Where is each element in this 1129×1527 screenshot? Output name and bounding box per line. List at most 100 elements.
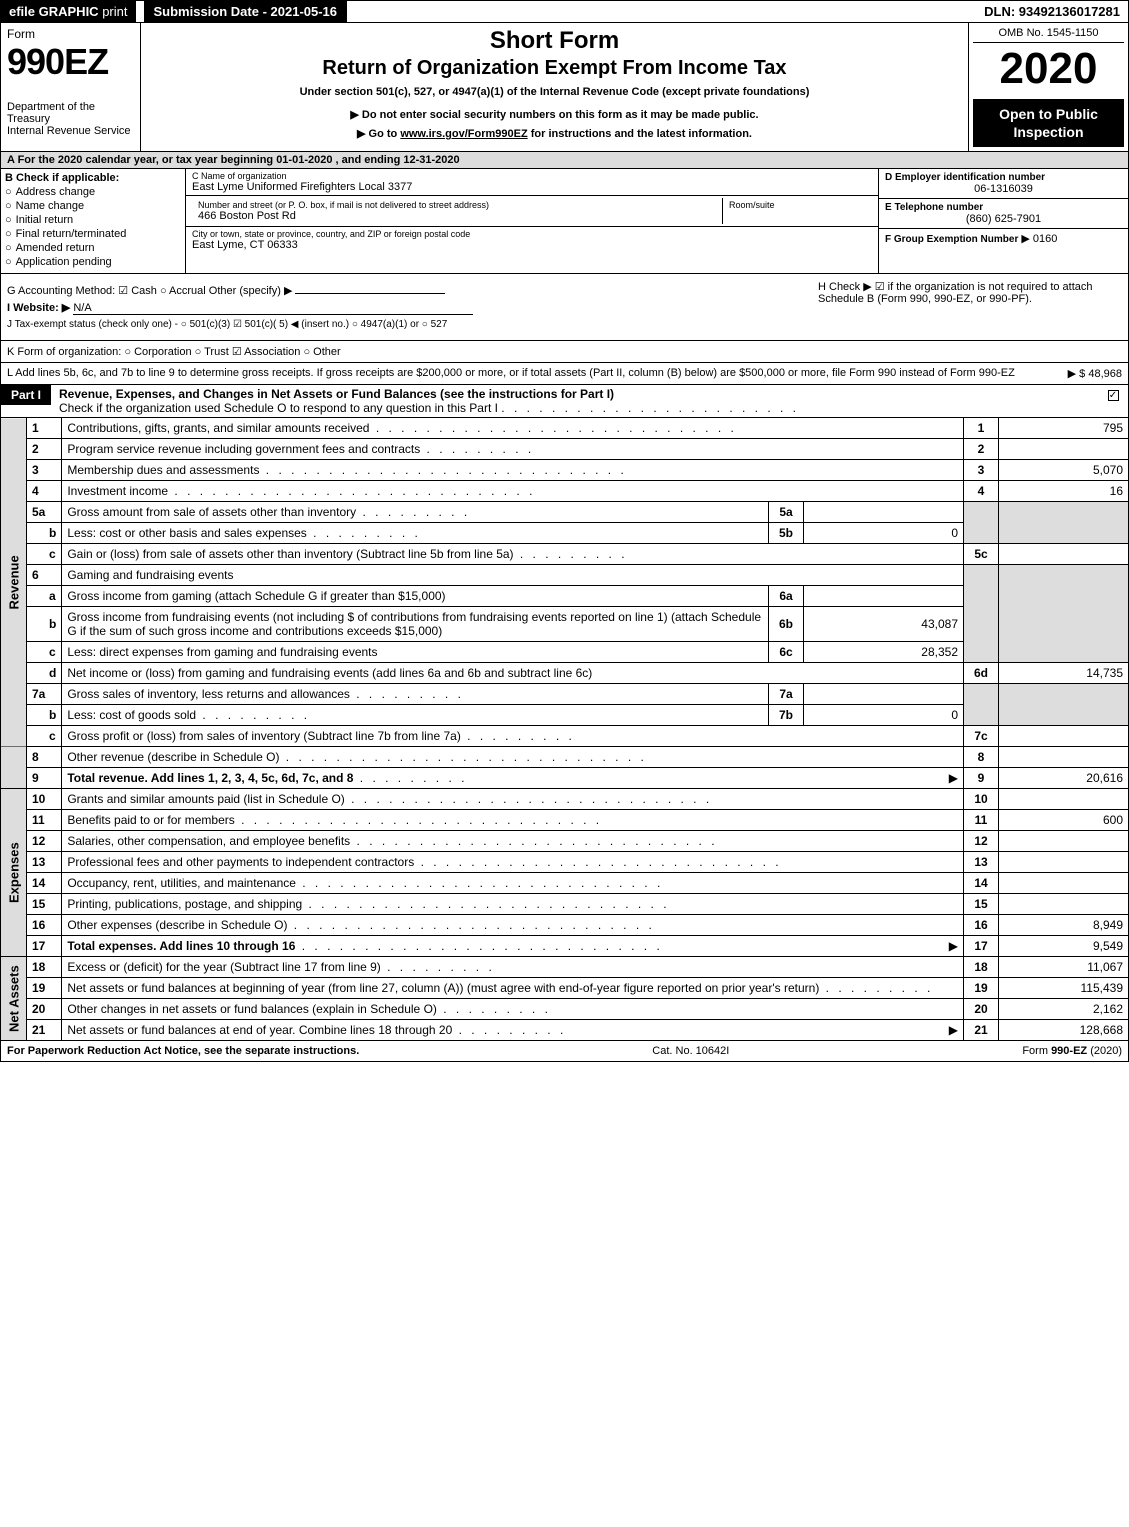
street-row: Number and street (or P. O. box, if mail… [186, 196, 878, 227]
desc-text: Grants and similar amounts paid (list in… [67, 792, 344, 806]
row-num: c [27, 544, 62, 565]
org-name-label: C Name of organization [192, 171, 872, 181]
line-num: 16 [964, 915, 999, 936]
chk-amended-return[interactable]: Amended return [21, 242, 181, 254]
grey-cell [999, 565, 1129, 663]
line-g-other-input[interactable] [295, 293, 445, 294]
row-num: 4 [27, 481, 62, 502]
row-desc: Gross income from fundraising events (no… [62, 607, 769, 642]
dots [168, 484, 535, 498]
line-val: 16 [999, 481, 1129, 502]
chk-application-pending[interactable]: Application pending [21, 256, 181, 268]
return-title: Return of Organization Exempt From Incom… [149, 57, 960, 80]
line-num: 6d [964, 663, 999, 684]
city-label: City or town, state or province, country… [192, 229, 872, 239]
part-1-checkbox[interactable] [1098, 385, 1128, 403]
table-row: c Gain or (loss) from sale of assets oth… [1, 544, 1129, 565]
info-grid: B Check if applicable: Address change Na… [0, 169, 1129, 274]
dots [345, 792, 712, 806]
row-desc: Less: direct expenses from gaming and fu… [62, 642, 769, 663]
goto-pre: ▶ Go to [357, 128, 400, 140]
dots [353, 771, 467, 785]
row-num: 9 [27, 768, 62, 789]
chk-final-return[interactable]: Final return/terminated [21, 228, 181, 240]
table-row: 11 Benefits paid to or for members 11 60… [1, 810, 1129, 831]
section-text: Under section 501(c), 527, or 4947(a)(1)… [149, 86, 960, 98]
line-num: 17 [964, 936, 999, 957]
row-desc: Less: cost of goods sold [62, 705, 769, 726]
col-b-title: B Check if applicable: [5, 172, 181, 184]
sub-val [804, 586, 964, 607]
table-row: 16 Other expenses (describe in Schedule … [1, 915, 1129, 936]
dots [350, 834, 717, 848]
row-desc: Other changes in net assets or fund bala… [62, 999, 964, 1020]
chk-initial-return[interactable]: Initial return [21, 214, 181, 226]
row-desc: Other revenue (describe in Schedule O) [62, 747, 964, 768]
sub-val: 43,087 [804, 607, 964, 642]
do-not-enter: ▶ Do not enter social security numbers o… [149, 108, 960, 121]
desc-text: Occupancy, rent, utilities, and maintena… [67, 876, 296, 890]
footer-left: For Paperwork Reduction Act Notice, see … [7, 1045, 359, 1057]
row-desc: Less: cost or other basis and sales expe… [62, 523, 769, 544]
table-row: 20 Other changes in net assets or fund b… [1, 999, 1129, 1020]
line-val [999, 726, 1129, 747]
print-label[interactable]: print [102, 4, 127, 19]
open-to-public: Open to Public Inspection [973, 99, 1124, 147]
line-val [999, 894, 1129, 915]
table-row: a Gross income from gaming (attach Sched… [1, 586, 1129, 607]
row-desc: Net income or (loss) from gaming and fun… [62, 663, 964, 684]
efile-graphic-button[interactable]: efile GRAPHIC print [1, 1, 136, 22]
dots [514, 547, 628, 561]
department: Department of the Treasury [7, 101, 134, 125]
desc-text: Investment income [67, 484, 168, 498]
desc-text: Net assets or fund balances at beginning… [67, 981, 819, 995]
dots [414, 855, 781, 869]
table-row: Expenses 10 Grants and similar amounts p… [1, 789, 1129, 810]
part-1-label: Part I [1, 385, 51, 405]
group-row: F Group Exemption Number ▶ 0160 [879, 229, 1128, 248]
line-i-label: I Website: ▶ [7, 302, 70, 314]
desc-text: Salaries, other compensation, and employ… [67, 834, 350, 848]
table-row: 7a Gross sales of inventory, less return… [1, 684, 1129, 705]
line-val: 9,549 [999, 936, 1129, 957]
form-word: Form [7, 27, 134, 41]
row-num: c [27, 642, 62, 663]
dots [819, 981, 933, 995]
website-value: N/A [73, 302, 473, 315]
row-num: b [27, 523, 62, 544]
dots [356, 505, 470, 519]
goto-link[interactable]: www.irs.gov/Form990EZ [400, 128, 527, 140]
row-num: 15 [27, 894, 62, 915]
mid-section: G Accounting Method: ☑ Cash ○ Accrual Ot… [0, 274, 1129, 341]
row-desc: Total revenue. Add lines 1, 2, 3, 4, 5c,… [62, 768, 964, 789]
chk-address-change[interactable]: Address change [21, 186, 181, 198]
dots [307, 526, 421, 540]
line-num: 14 [964, 873, 999, 894]
dots [287, 918, 654, 932]
line-num: 2 [964, 439, 999, 460]
row-desc: Gross sales of inventory, less returns a… [62, 684, 769, 705]
tel-row: E Telephone number (860) 625-7901 [879, 199, 1128, 229]
footer-right: Form 990-EZ (2020) [1022, 1045, 1122, 1057]
room-label: Room/suite [729, 200, 866, 210]
line-num: 20 [964, 999, 999, 1020]
desc-text: Printing, publications, postage, and shi… [67, 897, 302, 911]
desc-text: Gross profit or (loss) from sales of inv… [67, 729, 460, 743]
sub-val: 0 [804, 523, 964, 544]
desc-text: Professional fees and other payments to … [67, 855, 414, 869]
row-num: 20 [27, 999, 62, 1020]
net-assets-side-label: Net Assets [1, 957, 27, 1041]
line-val: 600 [999, 810, 1129, 831]
dots [369, 421, 736, 435]
line-val: 14,735 [999, 663, 1129, 684]
irs: Internal Revenue Service [7, 125, 134, 137]
line-l: L Add lines 5b, 6c, and 7b to line 9 to … [0, 363, 1129, 385]
table-row: 14 Occupancy, rent, utilities, and maint… [1, 873, 1129, 894]
dots [259, 463, 626, 477]
desc-text: Excess or (deficit) for the year (Subtra… [67, 960, 380, 974]
chk-name-change[interactable]: Name change [21, 200, 181, 212]
row-num: b [27, 705, 62, 726]
table-row: 21 Net assets or fund balances at end of… [1, 1020, 1129, 1041]
column-b: B Check if applicable: Address change Na… [1, 169, 186, 273]
dots [437, 1002, 551, 1016]
